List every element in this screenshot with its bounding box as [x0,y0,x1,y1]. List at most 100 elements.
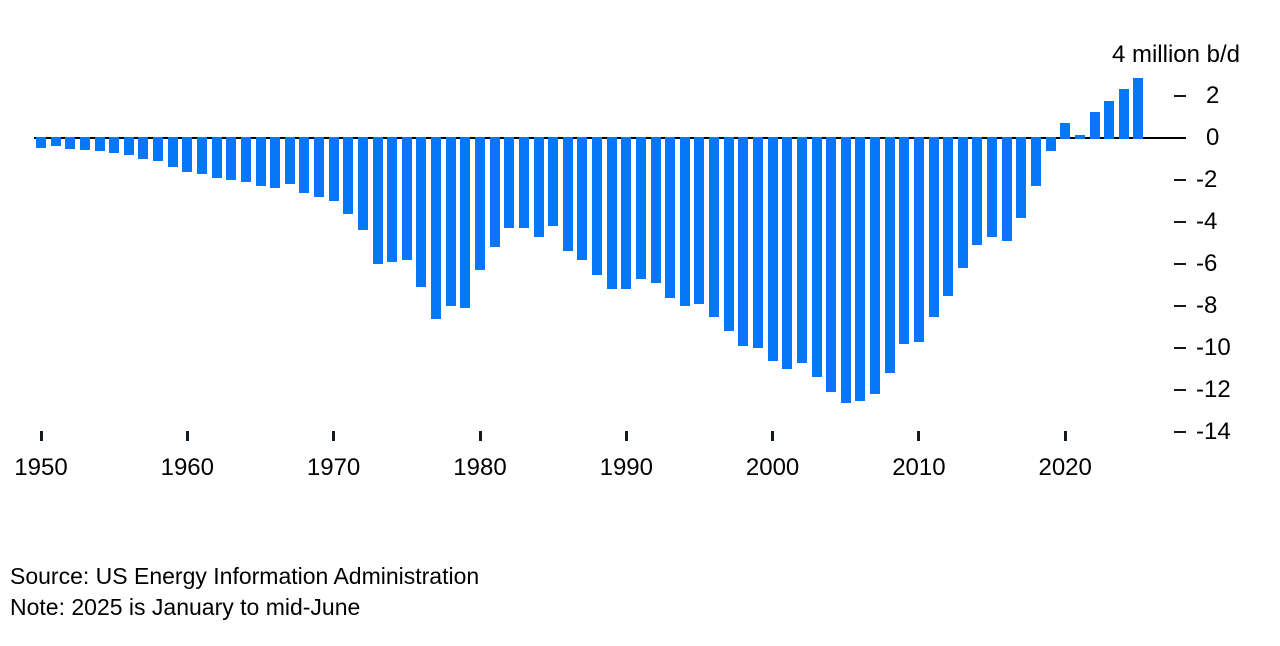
x-tick-2020 [1063,431,1067,441]
bar-2011 [928,137,939,317]
bar-1983 [518,137,529,229]
bar-1974 [387,137,398,262]
y-tick--8 [1174,305,1186,307]
x-tick-label-2020: 2020 [1038,454,1092,481]
bar-1977 [431,137,442,319]
bar-1973 [372,137,383,264]
bar-2016 [1001,137,1012,241]
bar-2000 [767,137,778,361]
bar-1996 [709,137,720,317]
x-tick-1990 [624,431,628,441]
bar-2002 [796,137,807,363]
y-tick-label--6: -6 [1196,250,1218,277]
bar-1960 [182,137,193,172]
bar-1950 [36,137,46,148]
bar-1953 [79,137,90,150]
x-tick-2010 [917,431,921,441]
bar-1991 [635,137,646,279]
y-tick--12 [1174,389,1186,391]
bar-2023 [1104,101,1115,140]
bar-1961 [197,137,207,174]
bar-1982 [504,137,515,229]
bar-1968 [299,137,310,193]
bar-2006 [855,137,866,401]
y-tick--2 [1174,179,1186,181]
bar-1994 [679,137,690,306]
bar-2005 [840,137,851,403]
bar-1989 [606,137,617,290]
x-tick-label-2000: 2000 [745,454,800,481]
y-tick-2 [1174,95,1186,97]
bar-2003 [811,137,822,378]
bar-1952 [65,137,76,149]
note-text: Note: 2025 is January to mid-June [10,594,361,620]
source-text: Source: US Energy Information Administra… [10,563,480,589]
bar-1962 [211,137,222,178]
y-tick--6 [1174,263,1186,265]
bar-2007 [870,137,880,395]
x-tick-1980 [478,431,482,441]
bar-1976 [416,137,427,288]
bar-1975 [401,137,412,260]
bar-1985 [548,137,559,227]
y-tick-label--4: -4 [1196,208,1218,235]
bar-1955 [109,137,120,153]
y-tick--4 [1174,221,1186,223]
bar-1999 [753,137,763,348]
bar-1988 [592,137,602,275]
bar-1964 [240,137,251,183]
bar-2025 [1133,78,1144,140]
bar-1954 [94,137,105,151]
bar-2012 [943,137,954,296]
bar-1969 [314,137,324,197]
bar-1972 [357,137,368,231]
x-tick-1950 [39,431,43,441]
x-tick-label-1970: 1970 [306,454,361,481]
bar-1992 [650,137,661,283]
bar-2009 [899,137,910,344]
y-tick-label--2: -2 [1196,166,1218,193]
bar-1978 [445,137,456,306]
bar-1987 [577,137,588,260]
bar-2015 [987,137,998,237]
bar-2010 [913,137,924,342]
bar-1951 [50,137,61,147]
y-tick--10 [1174,347,1186,349]
bar-1979 [460,137,471,309]
bar-2008 [884,137,895,374]
y-tick-label--8: -8 [1196,292,1218,319]
bar-1966 [270,137,281,189]
bar-2019 [1045,137,1056,151]
y-tick-label--14: -14 [1196,418,1231,445]
bar-1995 [694,137,705,304]
bar-1980 [475,137,485,271]
bar-1965 [255,137,266,187]
bar-2020 [1060,123,1071,139]
x-tick-1960 [185,431,189,441]
bar-2021 [1074,134,1085,139]
bar-1959 [167,137,178,168]
bar-2014 [972,137,983,246]
bar-1967 [284,137,295,185]
bar-1981 [489,137,500,248]
bar-1958 [153,137,164,162]
bar-1970 [328,137,339,201]
bar-2017 [1016,137,1027,218]
y-tick-label--10: -10 [1196,334,1231,361]
bar-2022 [1089,111,1100,140]
y-tick-label-0: 0 [1206,124,1220,151]
x-tick-2000 [771,431,775,441]
bar-2024 [1118,88,1129,140]
bar-1998 [738,137,749,346]
bar-1971 [343,137,354,214]
bar-1984 [533,137,544,237]
bar-2004 [826,137,837,393]
x-tick-label-1960: 1960 [160,454,214,481]
bar-2013 [957,137,968,269]
y-tick--14 [1174,431,1186,433]
bar-1997 [723,137,734,332]
y-tick-label--12: -12 [1196,376,1231,403]
x-tick-label-1990: 1990 [599,454,653,481]
x-tick-1970 [332,431,336,441]
